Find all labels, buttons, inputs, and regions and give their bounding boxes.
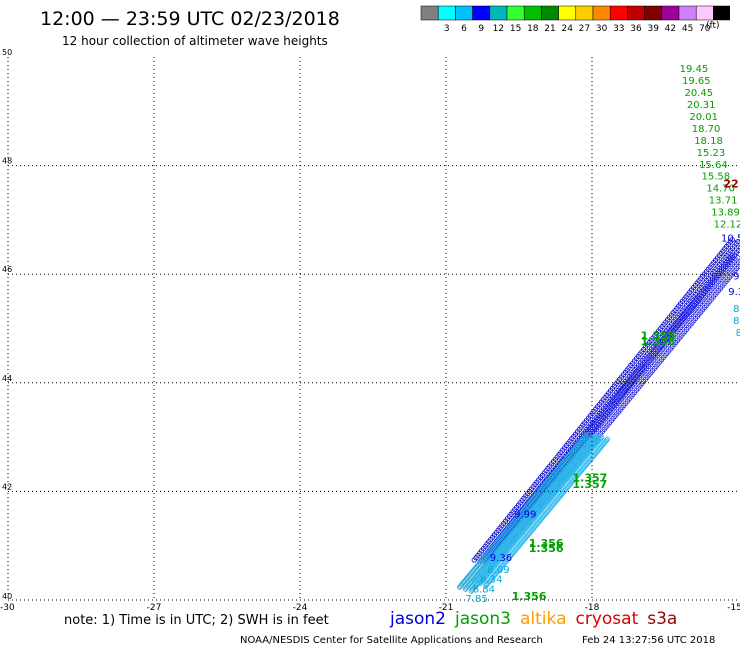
data-point-label: 15.64 [699,160,728,171]
data-point-label: 22 [723,177,738,190]
x-tick-label: -15 [727,603,740,613]
color-scale-tick-label: 42 [665,24,676,34]
y-tick-label: 48 [2,157,12,166]
y-tick-label: 50 [2,48,12,57]
data-point-label: 18.70 [692,124,721,135]
track-point [737,261,740,267]
data-point-label: 7.85 [465,594,487,605]
color-scale-unit: (ft) [706,21,720,31]
x-tick-label: -30 [0,603,15,613]
data-point-label: 18.18 [694,136,723,147]
legend-entry-jason2: jason2 [390,609,446,629]
track-point [583,432,589,438]
track-point [735,263,740,269]
x-tick-label: -21 [439,603,454,613]
color-scale-tick-label: 24 [561,24,573,34]
series-jason2: 10.51 9.99 9.36 9.45 9.3 [490,234,740,564]
satellite-tracks [457,237,740,594]
track-point [593,432,599,438]
x-tick-label: -18 [585,603,600,613]
credit-line: NOAA/NESDIS Center for Satellite Applica… [240,635,543,646]
color-scale-tick-label: 70 [699,24,711,34]
data-point-label: 1.356 [529,537,564,550]
y-tick-label: 42 [2,482,12,491]
data-point-label: 1.357 [573,478,608,491]
data-point-label: 20.45 [684,88,713,99]
data-point-label: 1.356 [529,542,564,555]
data-point-label: 1.358 [641,335,676,348]
track-point [598,435,604,441]
data-point-label: 8 [733,316,739,327]
data-point-label: 12.12 [714,220,740,231]
legend-entry-cryosat: cryosat [575,609,639,629]
data-point-label: 19.45 [680,64,709,75]
track-point [735,255,740,261]
data-point-label: 13.89 [711,208,740,219]
x-tick-label: -24 [293,603,308,613]
data-point-label: 10.51 [721,234,740,245]
data-point-label: 1.358 [641,329,676,342]
color-scale-tick-label: 18 [527,24,539,34]
legend-entry-altika: altika [520,609,567,629]
data-point-label: 8.34 [480,575,502,586]
color-scale-tick-label: 21 [544,24,555,34]
track-point [735,239,740,245]
satellite-legend: jason2 jason3 altika cryosat s3a [390,609,686,629]
data-point-label: 19.65 [682,76,711,87]
color-scale-tick-label: 39 [647,24,659,34]
color-scale-tick-label: 12 [493,24,504,34]
y-tick-label: 40 [2,592,12,601]
data-point-label: 8.4 [733,304,740,315]
data-point-label: 8.09 [487,565,509,576]
color-scale-tick-label: 30 [596,24,608,34]
track-point [582,433,588,439]
footer-note: note: 1) Time is in UTC; 2) SWH is in fe… [64,613,329,628]
y-tick-label: 46 [2,265,12,274]
y-tick-label: 44 [2,374,12,383]
data-point-label: 8.84 [473,584,495,595]
track-point [737,245,740,251]
chart-subtitle: 12 hour collection of altimeter wave hei… [62,34,328,48]
color-scale-tick-label: 36 [630,24,642,34]
track-point [592,433,598,439]
color-scale-tick-label: 6 [461,24,467,34]
color-scale-tick-label: 27 [579,24,590,34]
track-point [604,437,610,443]
data-point-label: 20.31 [687,100,716,111]
data-point-label: 14.70 [706,184,735,195]
generation-timestamp: Feb 24 13:27:56 UTC 2018 [582,635,716,646]
data-point-label: 13.71 [709,196,738,207]
track-point [599,434,605,440]
series-jason3: 19.4519.6520.4520.3120.0118.7018.1815.23… [680,64,740,230]
data-point-label: 20.01 [689,112,718,123]
data-point-label: 9.45 [733,272,740,283]
legend-entry-s3a: s3a [647,609,678,629]
legend-entry-jason3: jason3 [455,609,511,629]
color-scale-tick-label: 3 [444,24,450,34]
data-point-label: 9.36 [490,553,512,564]
x-tick-label: -27 [147,603,162,613]
track-point [729,253,735,259]
data-point-label: 8 [736,328,740,339]
color-scale-bar: 3 6 9 12 15 18 21 24 27 30 33 36 39 42 45 70 [420,5,730,34]
data-point-label: 15.58 [702,172,731,183]
color-scale-tick-label: 9 [478,24,484,34]
data-point-label: 1.357 [573,472,608,485]
series-cryosat: 22 [723,177,738,190]
data-point-label: 9.3 [728,287,740,298]
series-altika: 8.098.348.847.858.488 [465,304,740,605]
color-scale-tick-label: 33 [613,24,624,34]
data-point-label: 15.23 [697,148,726,159]
color-scale-swatch [713,5,730,21]
data-point-label: 9.99 [514,509,536,520]
color-scale-tick-label: 15 [510,24,521,34]
track-point [604,436,611,442]
color-scale-tick-label: 45 [682,24,693,34]
chart-title: 12:00 — 23:59 UTC 02/23/2018 [40,8,340,30]
track-point [729,237,735,243]
data-point-label: 1.356 [512,590,547,603]
